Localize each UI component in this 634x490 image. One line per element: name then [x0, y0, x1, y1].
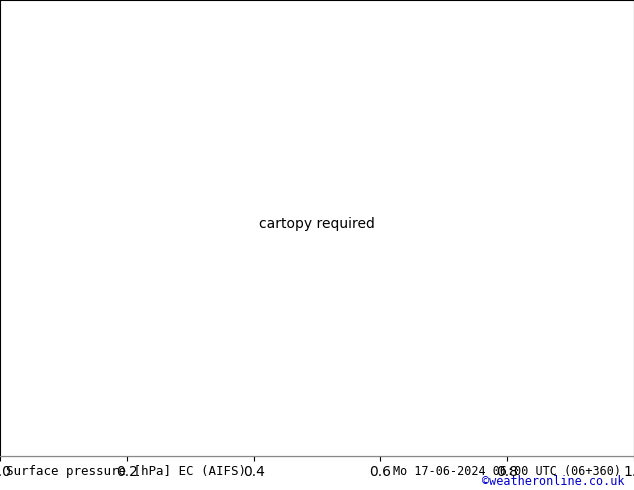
Text: Surface pressure [hPa] EC (AIFS): Surface pressure [hPa] EC (AIFS): [6, 465, 247, 478]
Text: Mo 17-06-2024 06:00 UTC (06+360): Mo 17-06-2024 06:00 UTC (06+360): [393, 465, 621, 478]
Text: cartopy required: cartopy required: [259, 217, 375, 231]
Text: ©weatheronline.co.uk: ©weatheronline.co.uk: [482, 475, 624, 488]
